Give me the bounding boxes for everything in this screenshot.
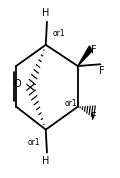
- Text: or1: or1: [53, 29, 66, 38]
- Text: O: O: [13, 79, 21, 89]
- Polygon shape: [78, 46, 92, 66]
- Text: F: F: [91, 112, 96, 122]
- Text: H: H: [42, 8, 49, 18]
- Text: F: F: [99, 66, 105, 76]
- Text: H: H: [42, 156, 49, 166]
- Text: F: F: [91, 45, 96, 55]
- Text: or1: or1: [27, 138, 40, 147]
- Text: or1: or1: [65, 99, 77, 108]
